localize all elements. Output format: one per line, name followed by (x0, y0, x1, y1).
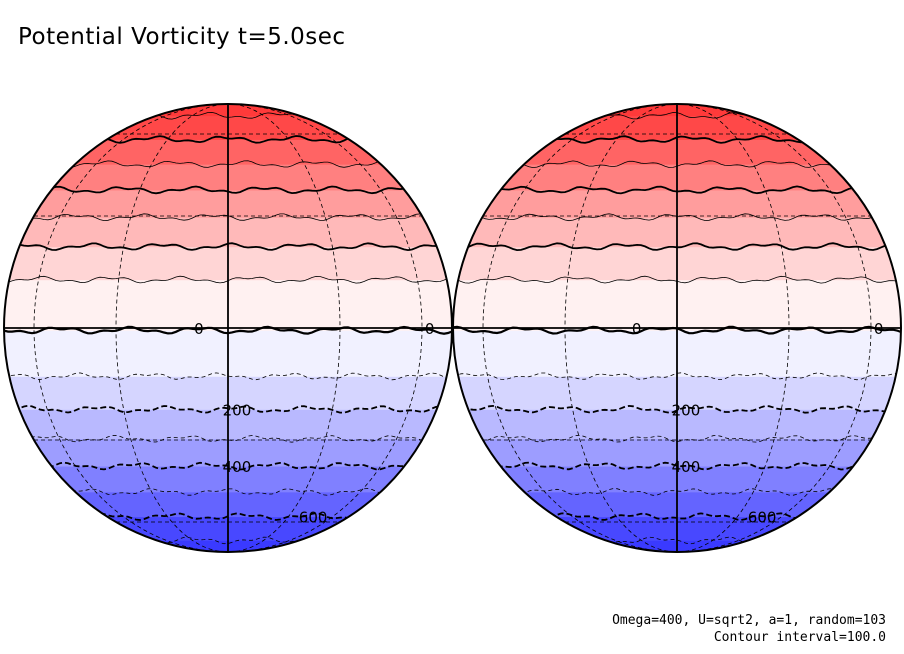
contour-interval-text: Contour interval=100.0 (713, 630, 886, 645)
contour-label: 400 (223, 458, 252, 476)
contour-label: 200 (223, 401, 252, 419)
contour-line (4, 434, 452, 443)
contour-label: 0 (425, 320, 435, 338)
parameter-text: Omega=400, U=sqrt2, a=1, random=103 Cont… (612, 612, 886, 646)
parameter-line: Omega=400, U=sqrt2, a=1, random=103 (612, 613, 886, 628)
hemisphere-right: 0 0 200 400 600 (452, 103, 902, 553)
hemisphere-left: 0 0 200 400 600 (3, 103, 453, 553)
contour-label: 400 (672, 458, 701, 476)
chart-title: Potential Vorticity t=5.0sec (18, 24, 346, 50)
contour-label: 200 (672, 401, 701, 419)
contour-label: 0 (632, 320, 642, 338)
contour-label: 0 (874, 320, 884, 338)
contour-label: 600 (748, 509, 777, 527)
globe-outline (452, 103, 902, 553)
contour-label: 0 (194, 320, 204, 338)
contour-line (453, 487, 901, 496)
contour-label: 600 (299, 509, 328, 527)
